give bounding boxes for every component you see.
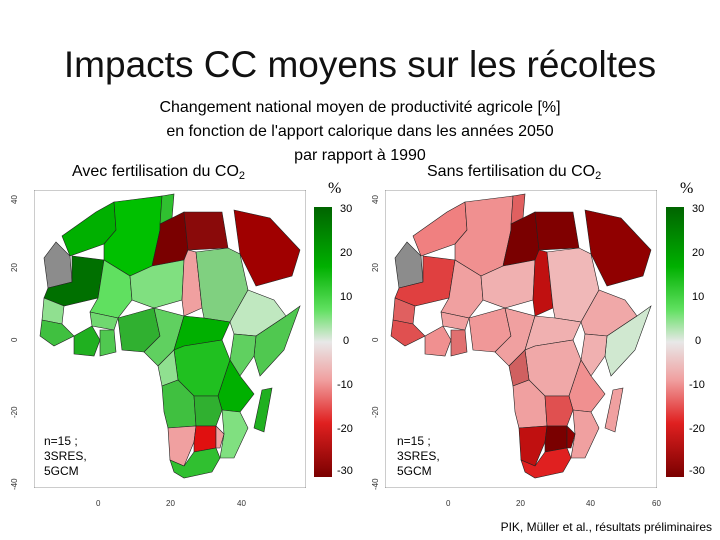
map-right-ytick-m20: -20 bbox=[371, 406, 380, 418]
subtitle-line-1: Changement national moyen de productivit… bbox=[159, 99, 561, 116]
map-left-egypt bbox=[183, 211, 229, 251]
cbar-right-tick-30: 30 bbox=[692, 203, 705, 215]
map-left-ivory-coast bbox=[73, 325, 101, 357]
map-right-ytick-0: 0 bbox=[371, 337, 380, 342]
map-right-note: n=15 ; 3SRES, 5GCM bbox=[397, 434, 440, 478]
map-left-south-africa bbox=[169, 447, 221, 479]
panel-right-label: Sans fertilisation du CO2 bbox=[427, 163, 601, 182]
credit-text: PIK, Müller et al., résultats préliminai… bbox=[500, 520, 712, 534]
cbar-left-tick-m30: -30 bbox=[337, 465, 353, 477]
map-left-ytick-0: 0 bbox=[10, 337, 19, 342]
map-right-ytick-20: 20 bbox=[371, 263, 380, 272]
panel-right-unit: % bbox=[680, 180, 694, 197]
cbar-right-tick-20: 20 bbox=[692, 247, 705, 259]
colorbar-right bbox=[666, 207, 684, 477]
map-right-xtick-60: 60 bbox=[652, 499, 661, 508]
map-right-zambia bbox=[544, 395, 574, 427]
colorbar-left-svg bbox=[314, 207, 332, 477]
cbar-right-tick-0: 0 bbox=[695, 335, 702, 347]
map-left-zimbabwe bbox=[215, 425, 225, 449]
cbar-right-tick-m20: -20 bbox=[689, 423, 705, 435]
map-right-namibia bbox=[518, 425, 548, 467]
map-left-xtick-20: 20 bbox=[166, 499, 175, 508]
map-right-ytick-40: 40 bbox=[371, 195, 380, 204]
map-left-ytick-40: 40 bbox=[10, 195, 19, 204]
panel-left-label: Avec fertilisation du CO2 bbox=[72, 163, 245, 182]
map-right-xtick-20: 20 bbox=[516, 499, 525, 508]
cbar-left-tick-m20: -20 bbox=[337, 423, 353, 435]
map-left-svg bbox=[33, 189, 307, 489]
map-left-ytick-20: 20 bbox=[10, 263, 19, 272]
map-left bbox=[33, 189, 307, 489]
panel-right-label-subscript: 2 bbox=[595, 170, 602, 182]
map-right-south-africa bbox=[520, 447, 572, 479]
cbar-right-tick-10: 10 bbox=[692, 291, 705, 303]
cbar-left-tick-10: 10 bbox=[340, 291, 353, 303]
colorbar-right-svg bbox=[666, 207, 684, 477]
map-left-ytick-m40: -40 bbox=[10, 478, 19, 490]
map-right-svg bbox=[384, 189, 658, 489]
map-left-xtick-0: 0 bbox=[96, 499, 101, 508]
cbar-left-tick-30: 30 bbox=[340, 203, 353, 215]
map-left-ytick-m20: -20 bbox=[10, 406, 19, 418]
map-right-ytick-m40: -40 bbox=[371, 478, 380, 490]
map-right-ghana bbox=[450, 329, 468, 357]
map-right-guinea bbox=[390, 319, 426, 347]
map-right-xtick-40: 40 bbox=[586, 499, 595, 508]
map-left-xtick-40: 40 bbox=[237, 499, 246, 508]
cbar-left-tick-m10: -10 bbox=[337, 379, 353, 391]
map-right-madagascar bbox=[604, 387, 624, 433]
map-right-zimbabwe bbox=[566, 425, 576, 449]
subtitle-line-3: par rapport à 1990 bbox=[294, 147, 426, 164]
map-right-xtick-0: 0 bbox=[446, 499, 451, 508]
map-right-botswana bbox=[544, 425, 568, 453]
map-left-ghana bbox=[99, 329, 117, 357]
panel-left-unit: % bbox=[328, 180, 342, 197]
map-left-guinea bbox=[39, 319, 75, 347]
map-left-zambia bbox=[193, 395, 223, 427]
map-left-note: n=15 ; 3SRES, 5GCM bbox=[44, 434, 87, 478]
slide-title: Impacts CC moyens sur les récoltes bbox=[63, 44, 657, 85]
map-left-madagascar bbox=[253, 387, 273, 433]
cbar-right-tick-m10: -10 bbox=[689, 379, 705, 391]
cbar-right-tick-m30: -30 bbox=[689, 465, 705, 477]
map-right bbox=[384, 189, 658, 489]
subtitle-line-2: en fonction de l'apport calorique dans l… bbox=[166, 123, 554, 140]
map-left-namibia bbox=[167, 425, 197, 467]
colorbar-right-gradient bbox=[666, 207, 684, 477]
map-right-egypt bbox=[534, 211, 580, 251]
panel-left-label-text: Avec fertilisation du CO bbox=[72, 163, 239, 180]
panel-right-label-text: Sans fertilisation du CO bbox=[427, 163, 596, 180]
map-right-ivory-coast bbox=[424, 325, 452, 357]
cbar-left-tick-20: 20 bbox=[340, 247, 353, 259]
map-left-botswana bbox=[193, 425, 217, 453]
panel-left-label-subscript: 2 bbox=[238, 170, 246, 182]
colorbar-left-gradient bbox=[314, 207, 332, 477]
colorbar-left bbox=[314, 207, 332, 477]
cbar-left-tick-0: 0 bbox=[343, 335, 350, 347]
